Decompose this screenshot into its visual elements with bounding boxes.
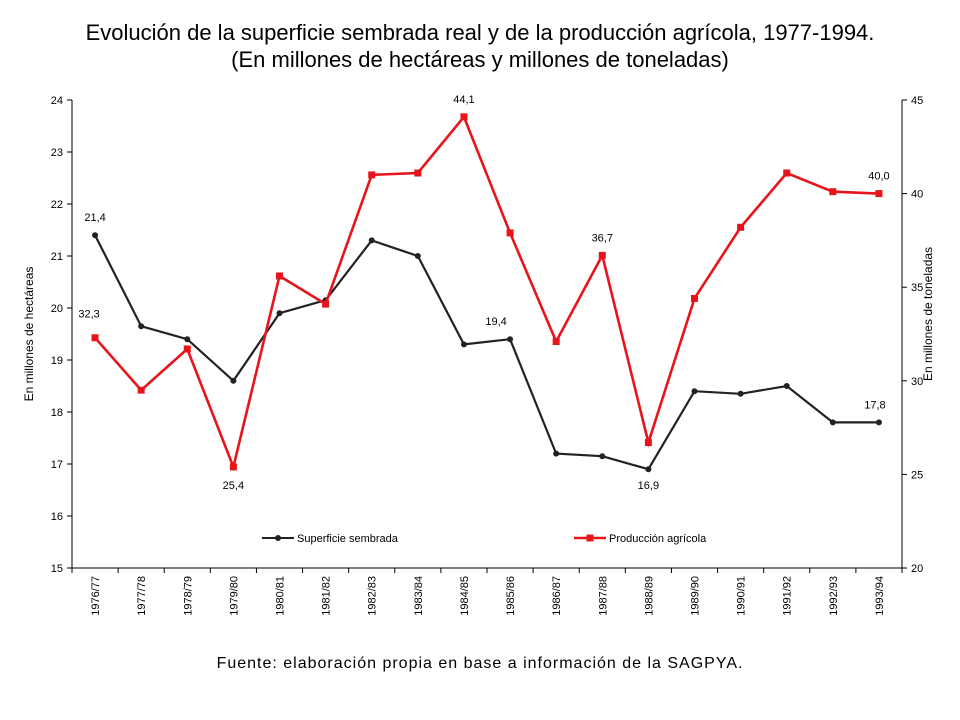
left-axis-tick-label: 20 xyxy=(51,303,63,315)
x-axis-tick-label: 1988/89 xyxy=(643,576,655,616)
x-axis-tick-label: 1986/87 xyxy=(551,576,563,616)
x-axis-tick-label: 1980/81 xyxy=(275,576,287,616)
data-point-produccion xyxy=(737,223,745,231)
data-point-superficie xyxy=(737,390,744,397)
legend-label-superficie: Superficie sembrada xyxy=(297,533,399,545)
x-axis-tick-label: 1976/77 xyxy=(90,576,102,616)
data-point-produccion xyxy=(644,439,652,447)
right-axis-tick-label: 25 xyxy=(911,469,923,481)
right-axis-tick-label: 30 xyxy=(911,376,923,388)
data-label: 25,4 xyxy=(223,480,244,492)
data-point-superficie xyxy=(829,419,836,426)
data-point-superficie xyxy=(460,341,467,348)
data-point-produccion xyxy=(322,300,330,308)
data-label: 32,3 xyxy=(78,309,99,321)
x-axis-tick-label: 1990/91 xyxy=(736,576,748,616)
right-axis-title: En millones de toneladas xyxy=(921,247,935,381)
data-label: 21,4 xyxy=(84,212,105,224)
data-label: 40,0 xyxy=(868,171,889,183)
data-label: 36,7 xyxy=(592,232,613,244)
data-point-superficie xyxy=(553,450,560,457)
data-point-superficie xyxy=(230,377,237,384)
right-axis-tick-label: 45 xyxy=(911,95,923,107)
left-axis-tick-label: 17 xyxy=(51,459,63,471)
data-point-superficie xyxy=(414,253,421,259)
data-point-superficie xyxy=(507,336,514,343)
legend-label-produccion: Producción agrícola xyxy=(609,533,707,545)
right-axis-tick-label: 35 xyxy=(911,282,923,294)
data-point-produccion xyxy=(229,463,237,471)
chart-subtitle: (En millones de hectáreas y millones de … xyxy=(231,47,729,72)
data-point-superficie xyxy=(138,323,145,330)
chart-title: Evolución de la superficie sembrada real… xyxy=(85,20,875,45)
data-point-produccion xyxy=(368,171,376,179)
source-note: Fuente: elaboración propia en base a inf… xyxy=(216,655,744,672)
left-axis-title: En millones de hectáreas xyxy=(22,267,36,402)
left-axis-tick-label: 16 xyxy=(51,511,63,523)
data-point-produccion xyxy=(460,113,468,121)
left-axis-tick-label: 22 xyxy=(51,199,63,211)
data-label: 17,8 xyxy=(864,399,885,411)
x-axis-tick-label: 1978/79 xyxy=(182,576,194,616)
x-axis-tick-label: 1977/78 xyxy=(136,576,148,616)
data-point-superficie xyxy=(276,310,283,317)
right-axis-tick-label: 40 xyxy=(911,189,923,201)
left-axis-tick-label: 19 xyxy=(51,355,63,367)
x-axis-tick-label: 1979/80 xyxy=(228,576,240,616)
legend-marker-produccion xyxy=(586,534,594,542)
x-axis-tick-label: 1991/92 xyxy=(782,576,794,616)
right-axis-tick-label: 20 xyxy=(911,563,923,575)
left-axis-tick-label: 15 xyxy=(51,563,63,575)
data-point-superficie xyxy=(645,466,652,473)
series-line-produccion xyxy=(94,114,879,472)
data-label: 44,1 xyxy=(453,94,474,106)
x-axis-tick-label: 1981/82 xyxy=(321,576,333,616)
legend-marker-superficie xyxy=(275,535,281,541)
data-point-produccion xyxy=(875,190,883,198)
data-point-produccion xyxy=(829,188,837,196)
left-axis-tick-label: 18 xyxy=(51,407,63,419)
data-point-superficie xyxy=(368,237,375,244)
data-point-produccion xyxy=(183,345,191,353)
data-point-produccion xyxy=(414,169,422,177)
data-point-superficie xyxy=(92,232,99,239)
data-point-produccion xyxy=(783,169,791,177)
data-point-superficie xyxy=(599,453,606,460)
x-axis-tick-label: 1983/84 xyxy=(413,576,425,616)
left-axis-tick-label: 21 xyxy=(51,251,63,263)
data-point-produccion xyxy=(276,272,283,280)
data-point-produccion xyxy=(506,229,514,237)
data-point-produccion xyxy=(552,337,560,345)
x-axis-tick-label: 1984/85 xyxy=(459,576,471,616)
data-point-superficie xyxy=(184,336,191,343)
x-axis-tick-label: 1982/83 xyxy=(367,576,379,616)
left-axis-tick-label: 24 xyxy=(51,95,63,107)
x-axis-tick-label: 1992/93 xyxy=(828,576,840,616)
data-point-produccion xyxy=(91,334,99,342)
data-point-produccion xyxy=(598,251,606,259)
x-axis-tick-label: 1985/86 xyxy=(505,576,517,616)
x-axis-tick-label: 1987/88 xyxy=(597,576,609,616)
x-axis-tick-label: 1989/90 xyxy=(690,576,702,616)
data-label: 16,9 xyxy=(638,480,659,492)
x-axis-tick-label: 1993/94 xyxy=(874,576,886,616)
series-line-superficie xyxy=(94,234,879,471)
data-point-superficie xyxy=(691,388,698,395)
data-label: 19,4 xyxy=(485,316,506,328)
left-axis-tick-label: 23 xyxy=(51,147,63,159)
data-point-produccion xyxy=(691,294,698,302)
data-point-produccion xyxy=(137,386,145,394)
data-point-superficie xyxy=(783,383,790,389)
data-point-superficie xyxy=(875,419,882,426)
